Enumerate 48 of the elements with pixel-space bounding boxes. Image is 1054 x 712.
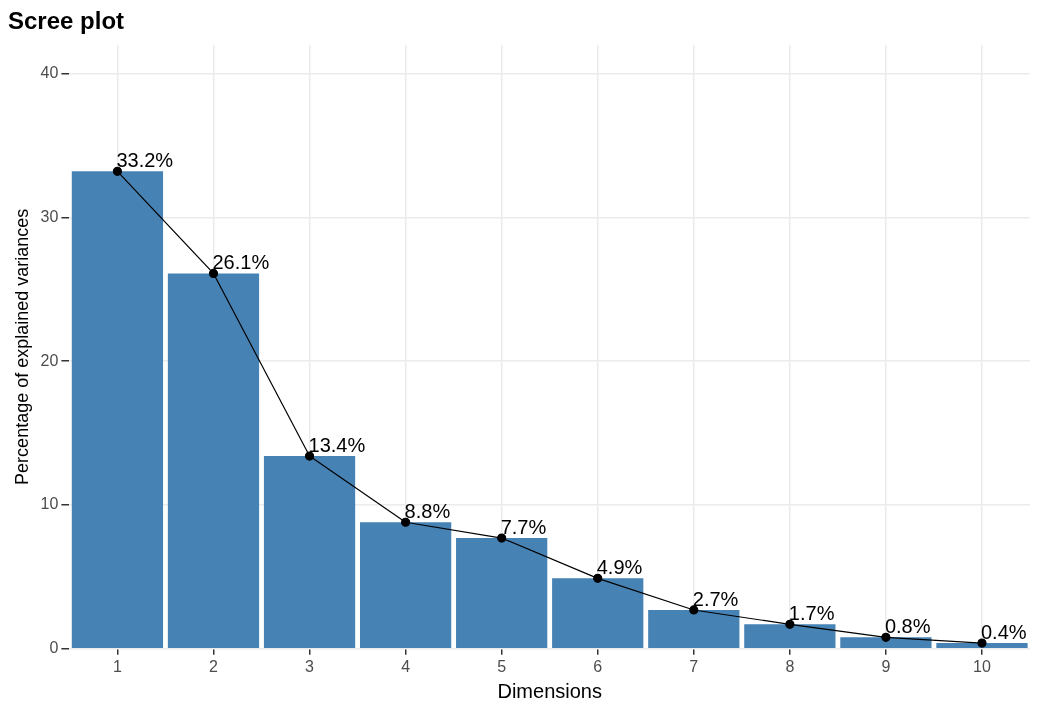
bar xyxy=(936,643,1028,649)
data-label: 8.8% xyxy=(404,500,451,523)
data-label: 13.4% xyxy=(308,434,366,457)
point xyxy=(304,451,315,461)
y-tick-label: 40 xyxy=(40,63,59,81)
data-label: 26.1% xyxy=(212,251,270,274)
data-label: 7.7% xyxy=(500,516,547,539)
x-tick-label: 9 xyxy=(881,657,891,675)
x-axis-title: Dimensions xyxy=(497,679,602,702)
bar xyxy=(359,522,452,649)
x-tick-label: 3 xyxy=(305,657,315,675)
x-tick-label: 6 xyxy=(593,657,603,675)
point xyxy=(881,632,891,642)
y-tick-label: 10 xyxy=(40,495,59,513)
bar xyxy=(167,273,260,649)
point xyxy=(401,517,411,527)
x-tick-label: 8 xyxy=(785,657,795,675)
x-tick-label: 1 xyxy=(112,657,122,675)
bar xyxy=(263,456,356,649)
y-axis-title: Percentage of explained variances xyxy=(11,208,32,485)
y-tick-label: 30 xyxy=(40,207,59,225)
data-label: 1.7% xyxy=(788,602,835,625)
data-label: 0.4% xyxy=(980,621,1027,644)
bar xyxy=(456,538,548,649)
point xyxy=(112,166,123,176)
data-label: 0.8% xyxy=(884,615,931,638)
point xyxy=(977,638,987,648)
data-label: 33.2% xyxy=(116,149,174,172)
chart-title: Scree plot xyxy=(8,7,125,35)
x-tick-label: 2 xyxy=(209,657,219,675)
point xyxy=(785,619,795,629)
y-tick-label: 20 xyxy=(40,351,59,369)
point xyxy=(593,573,603,583)
data-label: 4.9% xyxy=(596,556,643,579)
point xyxy=(689,605,699,615)
y-tick-label: 0 xyxy=(49,639,59,657)
bar xyxy=(71,171,164,649)
bar xyxy=(840,637,932,649)
data-label: 2.7% xyxy=(692,587,739,610)
bar xyxy=(744,624,836,649)
bar xyxy=(552,578,644,649)
bar xyxy=(648,609,740,649)
x-tick-label: 4 xyxy=(401,657,411,675)
point xyxy=(497,533,507,543)
x-tick-label: 5 xyxy=(497,657,507,675)
x-tick-label: 10 xyxy=(973,657,991,675)
x-tick-label: 7 xyxy=(689,657,699,675)
point xyxy=(208,268,219,279)
